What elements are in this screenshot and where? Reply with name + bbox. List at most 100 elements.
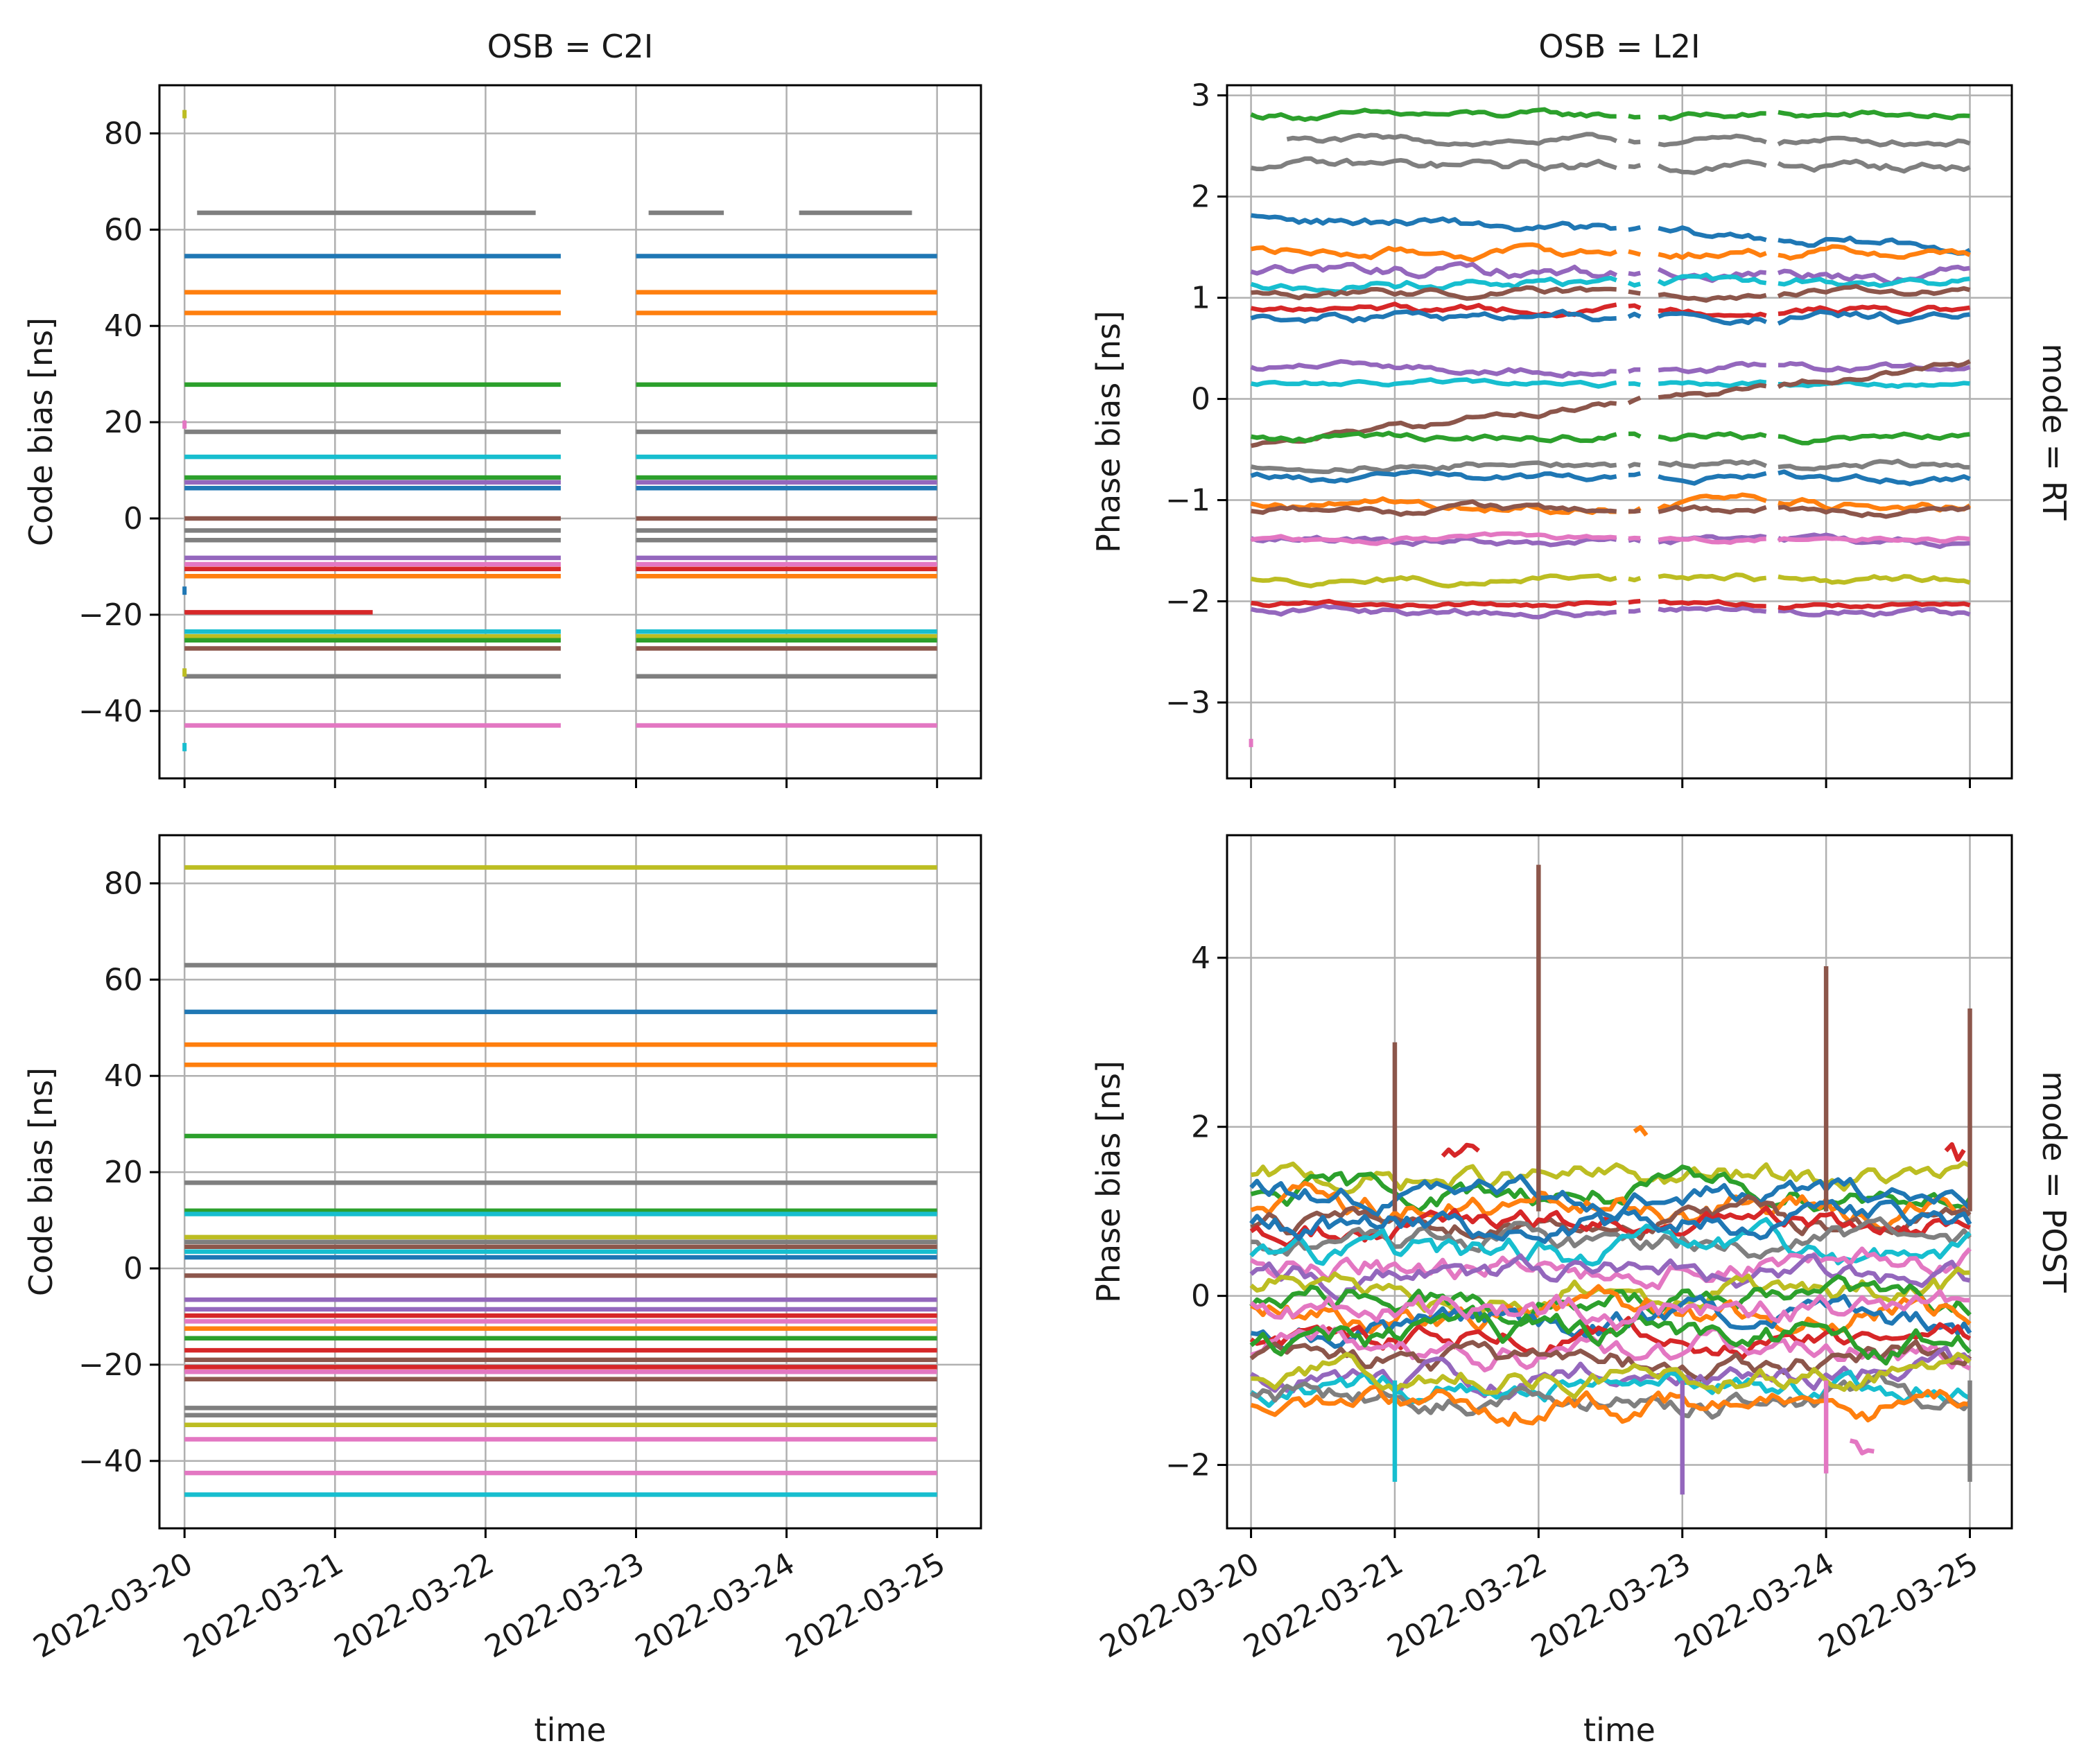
series-line (1251, 1216, 1972, 1260)
series-line (1250, 1371, 1972, 1420)
y-tick-label: 4 (1191, 941, 1210, 976)
y-tick-label: 60 (104, 962, 143, 997)
y-tick-label: 60 (104, 212, 143, 247)
axes-frame (158, 834, 982, 1530)
column-title: OSB = C2I (487, 28, 654, 65)
y-tick-label: 3 (1191, 78, 1210, 114)
series-line (1250, 1164, 1972, 1214)
y-tick-label: 0 (1191, 1279, 1210, 1314)
plot-area (184, 865, 937, 1497)
row-title: mode = POST (2035, 1071, 2073, 1293)
series-line (1251, 283, 1971, 303)
series-line (1250, 572, 1971, 588)
axes-frame (1226, 84, 2013, 780)
y-axis-label: Code bias [ns] (22, 1067, 60, 1296)
x-axis (1250, 778, 1972, 788)
y-tick-label: −3 (1165, 685, 1210, 721)
series-bump (1441, 1142, 1480, 1158)
y-tick-label: 20 (104, 1155, 143, 1190)
series-line (1250, 603, 1971, 620)
column-title: OSB = L2I (1538, 28, 1700, 65)
series-line (1250, 458, 1970, 474)
series-line (1250, 308, 1970, 326)
y-tick-label: −20 (78, 1347, 143, 1383)
series-line (1250, 359, 1971, 448)
series-line (1250, 1324, 1971, 1373)
y-axis: 4 2 0 −2 (1165, 941, 1227, 1483)
series-line (1250, 1284, 1972, 1336)
x-axis-label: time (1583, 1711, 1655, 1749)
series-line (1250, 1383, 1971, 1427)
y-tick-label: 0 (1191, 382, 1210, 417)
series-line (1250, 1246, 1972, 1291)
series-line (1250, 469, 1971, 487)
series-line (1250, 156, 1971, 175)
x-axis (183, 778, 939, 788)
series-bump (1633, 1125, 1649, 1137)
data-point (182, 420, 187, 429)
y-tick-label: 2 (1191, 180, 1210, 215)
series-line (1249, 1339, 1972, 1382)
y-tick-label: −40 (78, 694, 143, 729)
y-tick-label: 0 (123, 501, 143, 536)
panel-top-right: 3 2 1 0 −1 −2 −3 Phase bias [ns] OSB = L2I mode =… (1090, 28, 2073, 788)
panel-top-left: 80 60 40 20 0 −20 −40 Code bias [ns] OSB = C2I (22, 28, 982, 788)
y-axis-label: Phase bias [ns] (1090, 1060, 1127, 1303)
data-point (182, 742, 187, 751)
series-line (1249, 1253, 1971, 1303)
series-line (1250, 302, 1970, 319)
y-tick-label: 20 (104, 405, 143, 440)
y-tick-label: −1 (1165, 483, 1210, 518)
y-tick-label: 40 (104, 308, 143, 344)
series-line (1251, 598, 1971, 611)
series-line (1286, 132, 1971, 148)
y-tick-label: −2 (1165, 1448, 1210, 1483)
series-line (1249, 1289, 1970, 1331)
series-line (1249, 1370, 1972, 1408)
plot-area (182, 110, 937, 751)
data-point (182, 668, 187, 677)
y-axis: 80 60 40 20 0 −20 −40 (78, 116, 159, 729)
y-tick-label: −20 (78, 597, 143, 633)
series-line (1250, 430, 1970, 446)
series-line (1250, 359, 1971, 379)
y-tick-label: 0 (123, 1251, 143, 1286)
axes-frame (158, 84, 982, 780)
plot-area (1249, 107, 1972, 747)
series-line (1250, 377, 1970, 390)
series-line (1251, 242, 1971, 263)
y-tick-label: −40 (78, 1444, 143, 1479)
series-line (1251, 1352, 1972, 1399)
series-bump (1944, 1142, 1966, 1162)
y-axis-label: Phase bias [ns] (1090, 311, 1127, 553)
data-point (182, 110, 187, 119)
data-point (182, 586, 187, 595)
series-line (1249, 1274, 1972, 1327)
series-line (1250, 261, 1970, 286)
y-tick-label: −2 (1165, 584, 1210, 620)
y-axis-label: Code bias [ns] (22, 317, 60, 546)
series-line (1251, 213, 1972, 256)
series-line (1251, 531, 1970, 546)
y-tick-label: 1 (1191, 281, 1210, 316)
series-line (1249, 1304, 1972, 1366)
series-line (1250, 107, 1970, 122)
axes-frame (1226, 834, 2013, 1530)
y-tick-label: 80 (104, 866, 143, 901)
series-line (1249, 1198, 1972, 1244)
series-line (1250, 272, 1970, 295)
y-axis: 3 2 1 0 −1 −2 −3 (1165, 78, 1227, 721)
y-tick-label: 80 (104, 116, 143, 151)
plot-area (1249, 864, 1972, 1495)
grid (1227, 85, 2012, 778)
row-title: mode = RT (2035, 344, 2073, 521)
series-bump (1849, 1438, 1875, 1456)
y-tick-label: 2 (1191, 1110, 1210, 1145)
y-axis: 80 60 40 20 0 −20 −40 (78, 866, 159, 1479)
y-tick-label: 40 (104, 1058, 143, 1094)
series-line (1251, 499, 1971, 519)
x-axis-label: time (534, 1711, 607, 1749)
series-line (1249, 1173, 1972, 1223)
data-point (1249, 738, 1253, 747)
